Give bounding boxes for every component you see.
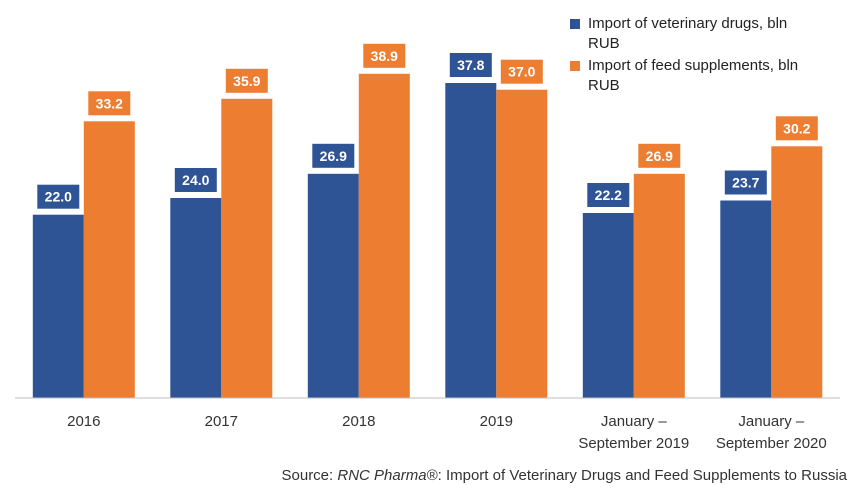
data-label-text: 38.9: [371, 48, 398, 64]
data-label-feed-supplements-2017: 35.9: [225, 68, 268, 93]
data-label-text: 33.2: [96, 95, 123, 111]
legend-label-feed-supplements: Import of feed supplements, bln RUB: [588, 57, 799, 94]
x-tick-label-january-september-2020-line-2: September 2020: [716, 435, 827, 452]
x-tick-label-2016: 2016: [67, 413, 100, 430]
x-tick-label-january-september-2019-line-2: September 2019: [578, 435, 689, 452]
data-label-box: [724, 170, 767, 195]
data-label-text: 24.0: [182, 172, 209, 188]
bar-feed-supplements-2016: [83, 121, 135, 399]
data-label-box: [775, 116, 818, 141]
source-note: Source: RNC Pharma®: Import of Veterinar…: [281, 467, 848, 484]
data-label-box: [638, 143, 681, 168]
legend: Import of veterinary drugs, bln RUB Impo…: [570, 14, 840, 98]
data-label-feed-supplements-january-september-2019: 26.9: [638, 143, 681, 168]
data-label-text: 37.0: [508, 64, 535, 80]
data-label-box: [312, 143, 355, 168]
x-tick-label-2017: 2017: [205, 413, 238, 430]
bar-veterinary-drugs-2018: [307, 173, 359, 398]
data-label-box: [449, 53, 492, 77]
legend-swatch-feed-supplements: [570, 61, 580, 71]
data-label-box: [37, 184, 80, 209]
data-label-veterinary-drugs-2016: 22.0: [37, 184, 80, 209]
data-label-text: 22.0: [45, 189, 72, 205]
data-label-text: 23.7: [732, 175, 759, 191]
bar-feed-supplements-2019: [496, 89, 548, 398]
x-tick-labels: 2016 2017 2018 2019 January – September 2019 J…: [67, 413, 827, 452]
x-tick-label-january-september-2020-line-1: January –: [738, 413, 805, 430]
data-label-box: [225, 68, 268, 93]
data-label-veterinary-drugs-january-september-2020: 23.7: [724, 170, 767, 195]
data-label-text: 30.2: [783, 120, 810, 136]
x-tick-label-january-september-2019-line-1: January –: [601, 413, 668, 430]
x-tick-label-2018: 2018: [342, 413, 375, 430]
data-label-veterinary-drugs-2018: 26.9: [312, 143, 355, 168]
bars-layer: 22.0 33.2 24.0 35.9 26.9 38.9 37.8 37.0 22.2 26.9…: [32, 43, 823, 399]
bar-veterinary-drugs-january-september-2019: [582, 213, 634, 398]
bar-feed-supplements-2017: [221, 98, 273, 399]
bar-veterinary-drugs-january-september-2020: [720, 200, 772, 398]
data-label-veterinary-drugs-2019: 37.8: [449, 53, 492, 77]
data-label-box: [500, 59, 543, 84]
data-label-text: 35.9: [233, 73, 260, 89]
legend-label-veterinary-drugs: Import of veterinary drugs, bln RUB: [588, 15, 788, 52]
data-label-text: 26.9: [320, 148, 347, 164]
data-label-feed-supplements-2016: 33.2: [88, 91, 131, 116]
bar-veterinary-drugs-2016: [32, 214, 84, 398]
data-label-veterinary-drugs-2017: 24.0: [174, 168, 217, 192]
bar-veterinary-drugs-2017: [170, 198, 222, 398]
data-label-feed-supplements-january-september-2020: 30.2: [775, 116, 818, 141]
data-label-text: 26.9: [646, 148, 673, 164]
x-tick-label-2019: 2019: [480, 413, 513, 430]
legend-item-feed-supplements: Import of feed supplements, bln RUB: [570, 56, 840, 96]
bar-feed-supplements-january-september-2019: [633, 173, 685, 398]
bar-feed-supplements-2018: [358, 73, 410, 399]
bar-veterinary-drugs-2019: [445, 83, 497, 398]
data-label-feed-supplements-2018: 38.9: [363, 43, 406, 68]
data-label-feed-supplements-2019: 37.0: [500, 59, 543, 84]
data-label-box: [363, 43, 406, 68]
data-label-text: 37.8: [457, 57, 484, 73]
data-label-text: 22.2: [595, 187, 622, 203]
data-label-box: [88, 91, 131, 116]
legend-swatch-veterinary-drugs: [570, 19, 580, 29]
legend-item-veterinary-drugs: Import of veterinary drugs, bln RUB: [570, 14, 840, 54]
bar-feed-supplements-january-september-2020: [771, 146, 823, 398]
data-label-box: [174, 168, 217, 192]
data-label-box: [587, 183, 630, 207]
data-label-veterinary-drugs-january-september-2019: 22.2: [587, 183, 630, 207]
